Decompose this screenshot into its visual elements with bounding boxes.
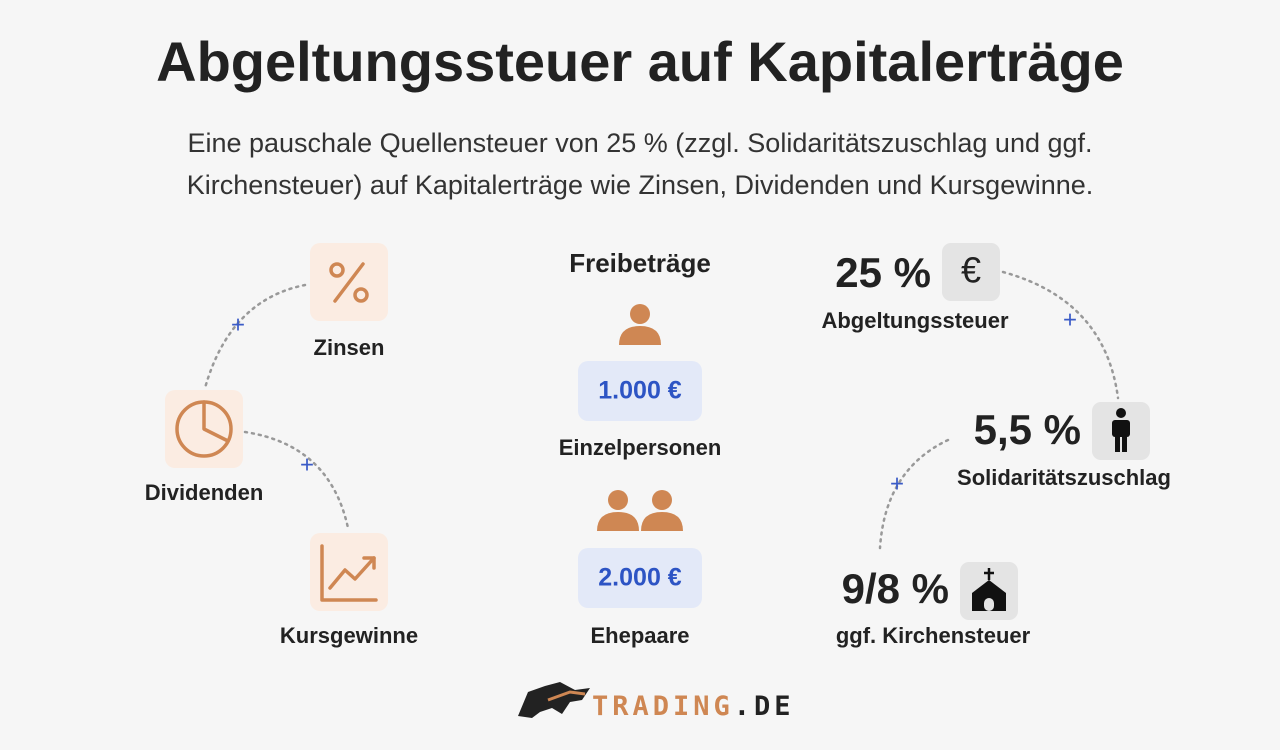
amount-box bbox=[578, 361, 702, 421]
church-icon bbox=[972, 568, 1006, 611]
icon-box bbox=[942, 243, 1000, 301]
connector-arc bbox=[1001, 270, 1120, 400]
item-label: Dividenden bbox=[145, 480, 264, 505]
rate-label: Abgeltungssteuer bbox=[821, 308, 1008, 333]
person-icon bbox=[619, 304, 661, 345]
euro-icon: € bbox=[961, 250, 981, 291]
amount: 1.000 € bbox=[598, 377, 682, 405]
rate: 25 % bbox=[835, 249, 931, 296]
logo-part: TRADING bbox=[592, 691, 734, 722]
title: Abgeltungssteuer auf Kapitalerträge bbox=[156, 30, 1124, 93]
group-label: Ehepaare bbox=[590, 623, 689, 648]
amount: 2.000 € bbox=[598, 564, 682, 592]
connector-arc bbox=[878, 438, 950, 550]
subtitle: Eine pauschale Quellensteuer von 25 % (z… bbox=[187, 128, 1092, 158]
logo: TRADING.DE bbox=[518, 682, 795, 722]
amount-box bbox=[578, 548, 702, 608]
section-title: Freibeträge bbox=[569, 248, 711, 278]
plus: + bbox=[231, 311, 245, 338]
rate: 9/8 % bbox=[842, 565, 949, 612]
chart-icon bbox=[320, 544, 378, 602]
connector-arc bbox=[243, 430, 350, 530]
rate-label: Solidaritätszuschlag bbox=[957, 465, 1171, 490]
logo-text: TRADING.DE bbox=[592, 691, 795, 722]
plus: + bbox=[300, 451, 314, 478]
rate: 5,5 % bbox=[974, 406, 1081, 453]
item-label: Zinsen bbox=[314, 335, 385, 360]
connector-arc bbox=[203, 283, 307, 390]
item-label: Kursgewinne bbox=[280, 623, 418, 648]
bull-accent bbox=[547, 690, 586, 702]
plus: + bbox=[1063, 306, 1077, 333]
plus: + bbox=[890, 470, 904, 497]
group-label: Einzelpersonen bbox=[559, 435, 722, 460]
man-icon bbox=[1112, 408, 1130, 452]
bull-icon bbox=[518, 682, 590, 718]
subtitle: Kirchensteuer) auf Kapitalerträge wie Zi… bbox=[187, 170, 1094, 200]
pie-icon bbox=[175, 400, 233, 458]
couple-icon bbox=[597, 490, 683, 531]
rate-label: ggf. Kirchensteuer bbox=[836, 623, 1031, 648]
logo-part: .DE bbox=[734, 691, 795, 722]
percent-icon bbox=[329, 262, 369, 303]
